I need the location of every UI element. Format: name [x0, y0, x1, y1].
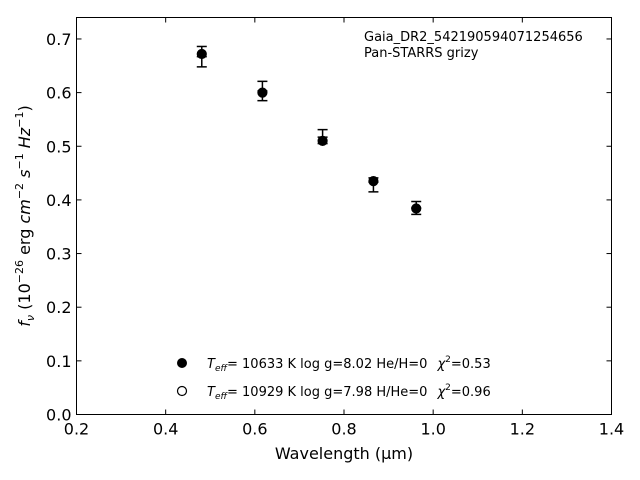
plot-frame: [76, 17, 612, 415]
annotation-source-id: Gaia_DR2_542190594071254656: [364, 30, 583, 45]
y-tick-label: 0.0: [46, 406, 71, 425]
y-tick-label: 0.5: [46, 137, 71, 156]
y-tick-label: 0.3: [46, 245, 71, 264]
model-point-filled: [196, 48, 207, 60]
x-axis-label: Wavelength (μm): [275, 444, 413, 463]
x-tick-label: 1.4: [599, 420, 624, 439]
y-tick-label: 0.2: [46, 298, 71, 317]
model-point-filled: [257, 87, 268, 98]
model-point-filled: [317, 135, 328, 146]
x-tick-label: 0.2: [64, 420, 89, 439]
y-tick-label: 0.1: [46, 352, 71, 371]
model-point-filled: [411, 203, 422, 214]
legend-label-2: Teff= 10929 K log g=7.98 H/He=0 χ2=0.96: [207, 383, 491, 402]
x-tick-label: 0.6: [242, 420, 267, 439]
annotation-survey: Pan-STARRS grizy: [364, 46, 479, 61]
legend-label-1: Teff= 10633 K log g=8.02 He/H=0 χ2=0.53: [207, 355, 491, 374]
y-tick-label: 0.7: [46, 30, 71, 49]
y-tick-label: 0.4: [46, 191, 71, 210]
legend-marker-open: [176, 385, 188, 397]
x-tick-label: 1.2: [510, 420, 535, 439]
x-tick-label: 1.0: [420, 420, 445, 439]
model-point-filled: [368, 176, 379, 187]
y-axis-label: fν (10−26 erg cm−2 s−1 Hz−1): [13, 105, 37, 326]
legend: Teff= 10633 K log g=8.02 He/H=0 χ2=0.53 T…: [176, 355, 491, 402]
x-tick-label: 0.4: [153, 420, 178, 439]
axis-ticks: 0.2 0.4 0.6 0.8 1.0 1.2 1.4 0.0 0.1 0.2 0.3 0.4 0.5 0…: [46, 17, 624, 439]
y-tick-label: 0.6: [46, 84, 71, 103]
x-tick-label: 0.8: [331, 420, 356, 439]
data-points: [196, 48, 422, 214]
legend-marker-filled: [177, 358, 187, 368]
